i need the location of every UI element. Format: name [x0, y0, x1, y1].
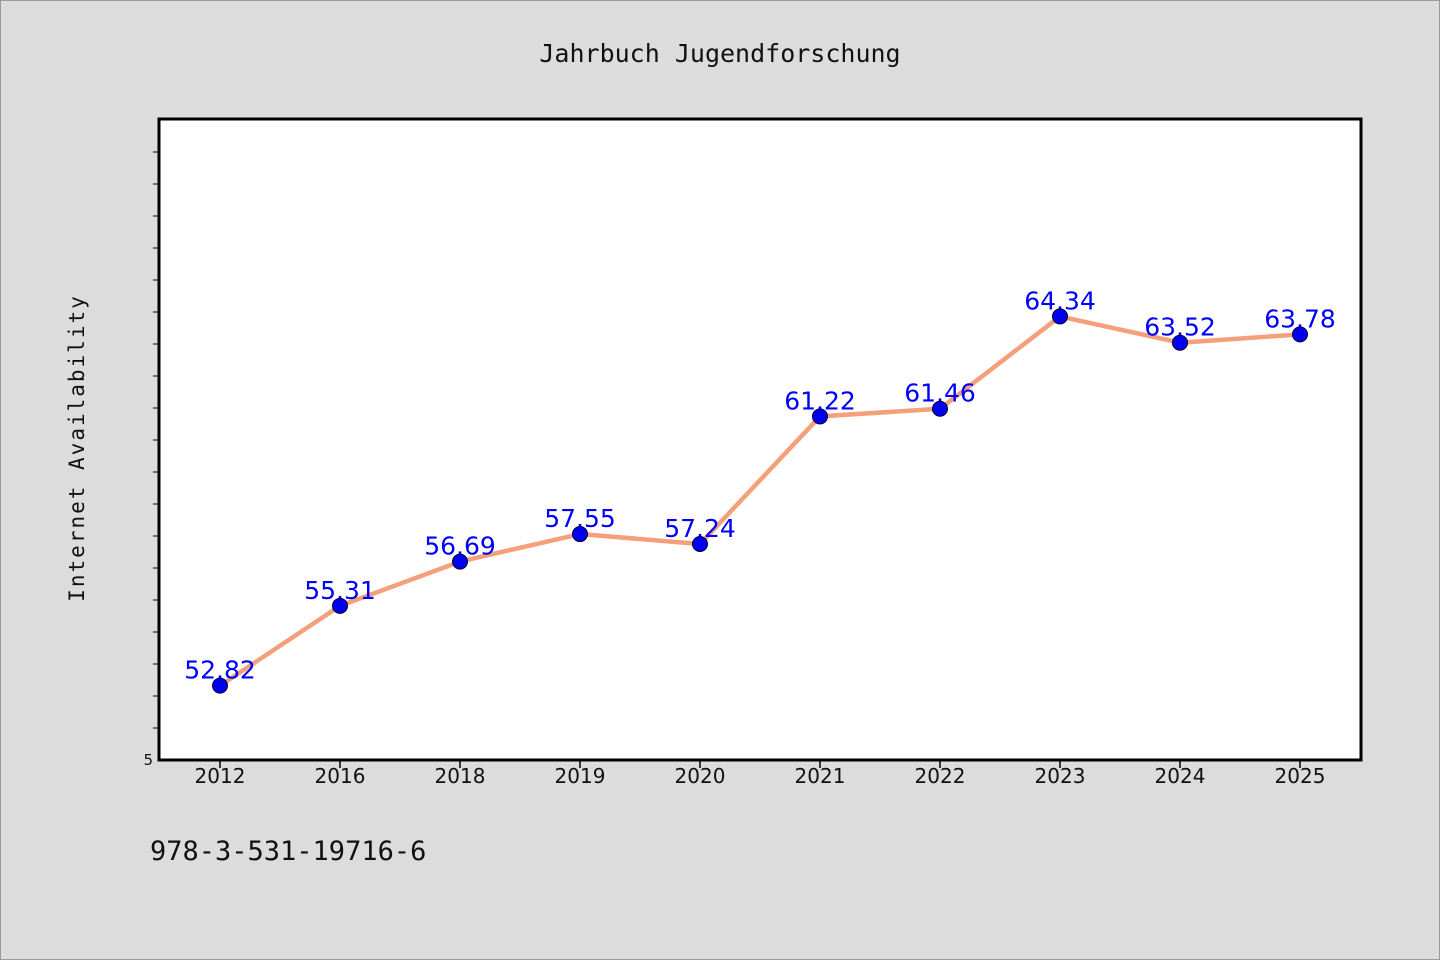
x-axis: 2012 2016 2018 2019 2020 2021 2022 2023 2024 2025 — [195, 760, 1326, 788]
x-tick-label: 2025 — [1275, 764, 1326, 788]
x-tick-label: 2023 — [1035, 764, 1086, 788]
data-point — [812, 408, 828, 425]
data-point — [1172, 334, 1188, 351]
data-point — [1052, 308, 1068, 325]
data-point — [212, 677, 228, 694]
x-tick-label: 2012 — [195, 764, 246, 788]
data-point — [692, 535, 708, 552]
isbn-text: 978-3-531-19716-6 — [150, 836, 427, 867]
x-tick-label: 2019 — [555, 764, 606, 788]
data-point — [572, 526, 588, 543]
data-point — [1292, 326, 1308, 343]
x-tick-label: 2024 — [1155, 764, 1206, 788]
data-point — [932, 400, 948, 417]
data-point — [452, 553, 468, 570]
data-point — [332, 597, 348, 614]
x-tick-label: 2020 — [675, 764, 726, 788]
x-tick-label: 2021 — [795, 764, 846, 788]
y-tick-label: 5 — [143, 751, 153, 769]
x-tick-label: 2018 — [435, 764, 486, 788]
y-axis-label: Internet Availability — [65, 294, 89, 602]
y-axis-ticks: 5 — [143, 151, 159, 769]
x-tick-label: 2022 — [915, 764, 966, 788]
plot-area — [157, 117, 1363, 762]
chart-title: Jahrbuch Jugendforschung — [539, 39, 900, 68]
x-tick-label: 2016 — [315, 764, 366, 788]
series-line — [218, 314, 1301, 688]
